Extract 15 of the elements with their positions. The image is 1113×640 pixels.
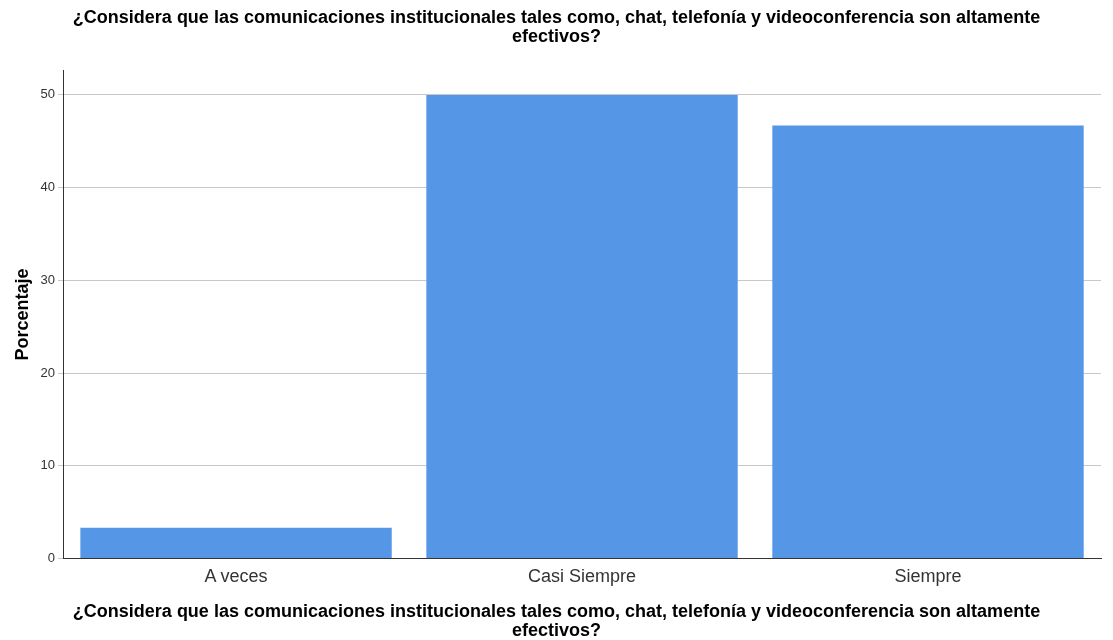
y-tick-label: 40 [40,179,56,195]
x-tick-label: Siempre [894,566,962,587]
bar [426,94,738,558]
y-axis-title: Porcentaje [11,268,32,361]
x-tick-label: A veces [204,566,268,587]
y-tick-label: 0 [47,549,56,565]
y-tick-label: 20 [40,364,56,380]
y-tick-label: 50 [40,86,56,102]
bar [772,125,1084,558]
y-tick-label: 10 [40,457,56,473]
x-axis-title: ¿Considera que las comunicaciones institucionales tales como, chat, telefonía y videoconferencia son altamente efectivos? [71,601,1042,640]
y-tick-label: 30 [40,271,56,287]
bar [80,527,392,558]
x-tick-label: Casi Siempre [528,566,637,587]
chart-title: ¿Considera que las comunicaciones institucionales tales como, chat, telefonía y videoconferencia son altamente efectivos? [71,7,1042,48]
